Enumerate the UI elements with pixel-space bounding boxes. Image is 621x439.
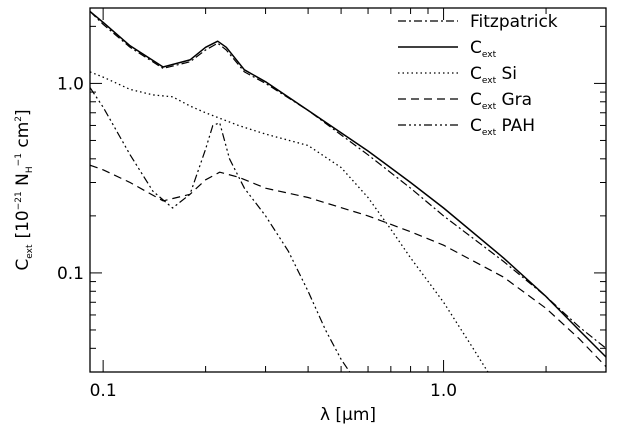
x-axis-label: λ [μm] xyxy=(320,405,376,425)
series-line-3 xyxy=(90,164,606,368)
series-line-2 xyxy=(90,71,489,372)
axis-ticks xyxy=(90,8,607,373)
svg-text:Cext[10−21 NH−1 cm2]: Cext[10−21 NH−1 cm2] xyxy=(13,109,35,270)
legend-label-4: Cext PAH xyxy=(470,116,535,138)
x-tick-label: 0.1 xyxy=(90,381,117,401)
y-tick-label: 1.0 xyxy=(57,74,84,94)
series-line-1 xyxy=(90,10,606,358)
y-axis-label: Cext[10−21 NH−1 cm2] xyxy=(13,109,35,270)
x-tick-label: 1.0 xyxy=(430,381,457,401)
legend-label-0: Fitzpatrick xyxy=(470,12,558,32)
series-line-4 xyxy=(90,87,351,372)
series-line-0 xyxy=(90,10,606,349)
series-lines xyxy=(90,10,606,372)
legend: Fitzpatrick Cext Cext Si Cext Gra Cext PAH xyxy=(398,12,558,138)
plot-frame xyxy=(89,7,607,373)
tick-labels: 0.1 1.0 0.1 1.0 xyxy=(57,74,457,401)
legend-label-1: Cext xyxy=(470,38,497,60)
legend-label-2: Cext Si xyxy=(470,64,517,86)
legend-label-3: Cext Gra xyxy=(470,90,532,112)
y-tick-label: 0.1 xyxy=(57,264,84,284)
